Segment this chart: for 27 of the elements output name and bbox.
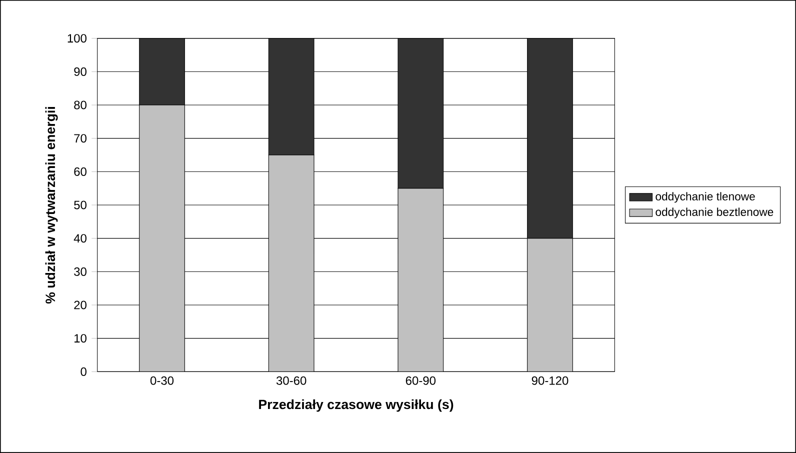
y-tick-label: 90 (74, 67, 86, 76)
bar (398, 38, 444, 189)
bar (527, 38, 573, 239)
y-tick-label: 0 (80, 367, 86, 376)
bar (139, 38, 185, 106)
x-tick-label: 60-90 (406, 376, 436, 385)
y-tick-label: 40 (74, 234, 86, 243)
y-axis-title: % udział w wytwarzaniu energii (45, 107, 58, 304)
legend-label: oddychanie tlenowe (656, 192, 755, 203)
y-tick-label: 60 (74, 167, 86, 176)
x-tick-label: 90-120 (532, 376, 568, 385)
bar (398, 188, 444, 372)
y-tick-label: 100 (68, 34, 86, 43)
y-tick-label: 30 (74, 267, 86, 276)
legend-label: oddychanie beztlenowe (656, 208, 774, 218)
y-tick-label: 80 (74, 100, 86, 110)
x-tick-label: 30-60 (276, 376, 306, 385)
bar (527, 238, 573, 372)
x-tick-label: 0-30 (150, 376, 174, 385)
y-tick-label: 10 (74, 334, 86, 343)
y-tick-label: 20 (74, 300, 86, 310)
bar (139, 104, 185, 372)
y-tick-label: 70 (74, 134, 86, 143)
x-axis-title: Przedziały czasowe wysiłku (s) (259, 399, 454, 412)
y-tick-label: 50 (74, 200, 86, 210)
bar (268, 154, 314, 372)
bar (268, 38, 314, 156)
